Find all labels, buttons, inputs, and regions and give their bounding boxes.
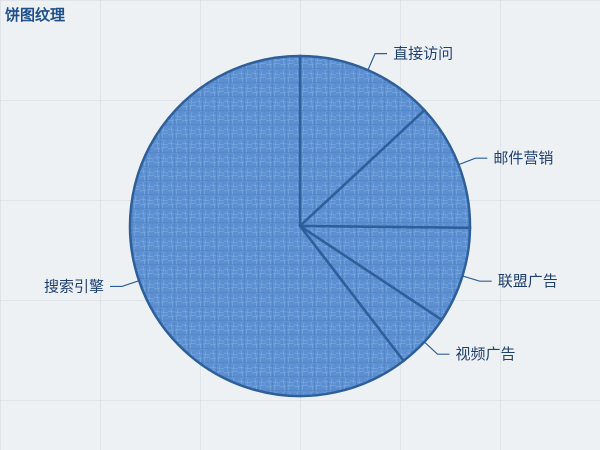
pie-slice-direct-visit[interactable] (298, 54, 427, 229)
leader-line-direct-visit (367, 53, 388, 71)
pie-slice-affiliate-ads[interactable] (295, 224, 472, 322)
pie-slice-search-engine[interactable] (128, 54, 406, 398)
slice-label-email-marketing: 邮件营销 (493, 149, 553, 167)
slice-label-affiliate-ads: 联盟广告 (498, 272, 558, 290)
leader-line-video-ads (423, 341, 450, 355)
leader-line-email-marketing (458, 157, 488, 166)
slice-label-search-engine: 搜索引擎 (44, 277, 104, 295)
slice-label-direct-visit: 直接访问 (393, 45, 453, 63)
leader-line-affiliate-ads (462, 275, 492, 282)
leader-line-search-engine (109, 280, 140, 288)
slice-label-video-ads: 视频广告 (456, 345, 516, 363)
chart-title: 饼图纹理 (5, 6, 66, 24)
